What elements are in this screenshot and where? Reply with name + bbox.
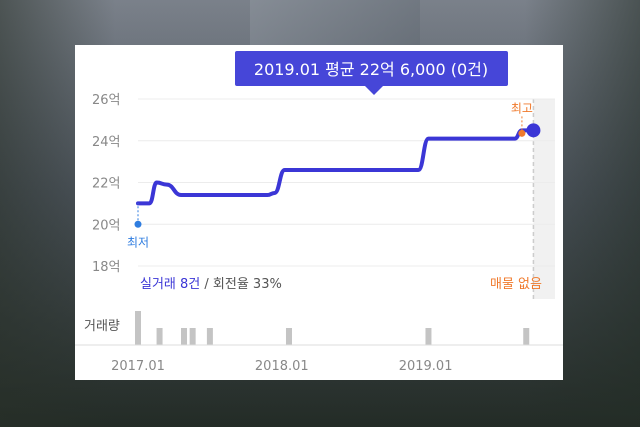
no-listing-region: [533, 99, 555, 299]
max-price-marker[interactable]: [518, 129, 526, 137]
y-tick-label: 18억: [92, 260, 121, 275]
max-price-label: 최고: [511, 101, 533, 115]
volume-bar: [206, 328, 213, 345]
volume-label: 거래량: [84, 319, 120, 334]
volume-bar: [156, 328, 163, 345]
price-line: [136, 128, 536, 206]
no-listing-label: 매물 없음: [490, 277, 542, 292]
price-chart-card: [75, 45, 563, 380]
y-axis-ticks: 26억 24억 22억 20억 18억: [92, 93, 121, 275]
y-tick-label: 24억: [92, 135, 121, 150]
turnover-rate: 회전율 33%: [213, 277, 282, 292]
y-tick-label: 20억: [92, 218, 121, 233]
volume-bar: [285, 328, 292, 345]
y-tick-label: 26억: [92, 93, 121, 108]
volume-bar: [135, 311, 141, 345]
x-tick-label: 2019.01: [399, 359, 453, 374]
x-tick-label: 2018.01: [255, 359, 309, 374]
y-tick-label: 22억: [92, 177, 121, 192]
volume-bar: [181, 328, 188, 345]
volume-bar: [189, 328, 196, 345]
x-axis-ticks: 2017.01 2018.01 2019.01: [111, 359, 452, 374]
x-tick-label: 2017.01: [111, 359, 165, 374]
trade-stats: 실거래 8건 / 회전율 33%: [140, 277, 282, 292]
trade-count: 실거래 8건: [140, 277, 200, 292]
volume-bar: [523, 328, 530, 345]
price-tooltip: 2019.01 평균 22억 6,000 (0건): [235, 51, 508, 95]
tooltip-text: 2019.01 평균 22억 6,000 (0건): [254, 60, 488, 79]
volume-bar: [425, 328, 432, 345]
stats-separator: /: [200, 277, 213, 292]
current-price-marker[interactable]: [526, 123, 541, 138]
min-price-marker[interactable]: [134, 220, 142, 228]
min-price-label: 최저: [127, 235, 149, 249]
volume-bars: [135, 311, 530, 345]
gridlines: [138, 98, 555, 267]
